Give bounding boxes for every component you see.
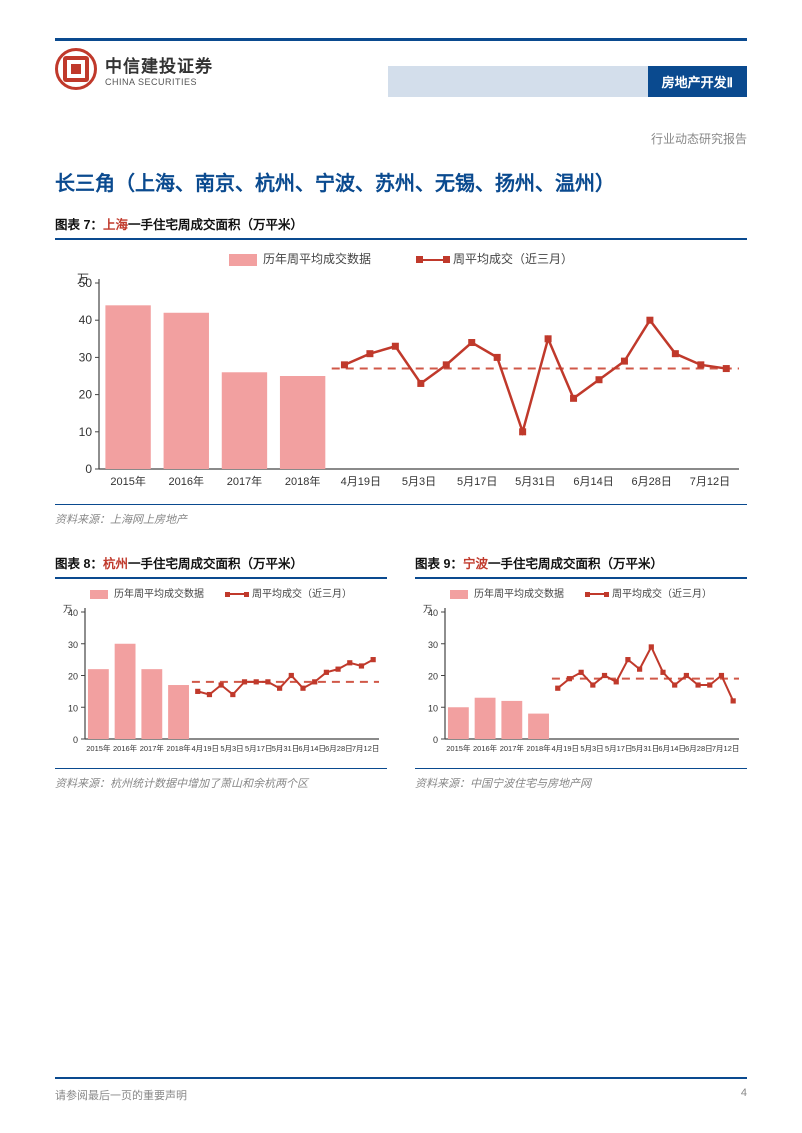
svg-text:5月31日: 5月31日 [632, 744, 660, 753]
svg-text:2015年: 2015年 [86, 743, 111, 753]
svg-text:20: 20 [428, 672, 438, 682]
svg-text:4月19日: 4月19日 [192, 744, 220, 753]
svg-text:5月17日: 5月17日 [457, 476, 497, 488]
svg-text:2018年: 2018年 [526, 743, 551, 753]
svg-text:10: 10 [68, 703, 78, 713]
svg-text:5月3日: 5月3日 [220, 744, 243, 753]
svg-text:2017年: 2017年 [227, 474, 262, 488]
svg-text:40: 40 [79, 313, 93, 327]
report-header: 中信建投证券 CHINA SECURITIES 房地产开发Ⅱ [55, 0, 747, 110]
svg-text:2015年: 2015年 [446, 743, 471, 753]
chart7-source: 资料来源：上海网上房地产 [55, 504, 747, 527]
svg-text:10: 10 [79, 425, 93, 439]
footer-disclaimer: 请参阅最后一页的重要声明 [55, 1087, 187, 1103]
svg-text:6月14日: 6月14日 [573, 476, 613, 488]
section-title: 长三角（上海、南京、杭州、宁波、苏州、无锡、扬州、温州） [55, 167, 747, 196]
svg-text:6月14日: 6月14日 [298, 744, 326, 753]
svg-text:40: 40 [68, 608, 78, 618]
fig9-title: 图表 9：宁波一手住宅周成交面积（万平米） [415, 553, 747, 572]
svg-text:7月12日: 7月12日 [352, 744, 380, 753]
svg-text:5月31日: 5月31日 [272, 744, 300, 753]
svg-text:30: 30 [428, 640, 438, 650]
svg-text:2015年: 2015年 [110, 474, 145, 488]
svg-text:5月3日: 5月3日 [580, 744, 603, 753]
fig8-title: 图表 8：杭州一手住宅周成交面积（万平米） [55, 553, 387, 572]
category-tab: 房地产开发Ⅱ [648, 66, 747, 97]
svg-text:2018年: 2018年 [285, 474, 320, 488]
chart8-legend: 历年周平均成交数据 周平均成交（近三月） [55, 585, 387, 600]
svg-text:5月17日: 5月17日 [605, 744, 633, 753]
page-footer: 请参阅最后一页的重要声明 4 [55, 1077, 747, 1103]
svg-text:50: 50 [79, 276, 93, 290]
logo-en: CHINA SECURITIES [105, 77, 213, 87]
svg-text:2017年: 2017年 [500, 743, 525, 753]
brand-logo: 中信建投证券 CHINA SECURITIES [55, 48, 213, 90]
logo-cn: 中信建投证券 [105, 52, 213, 77]
svg-text:5月17日: 5月17日 [245, 744, 273, 753]
svg-text:20: 20 [79, 388, 93, 402]
fig7-title: 图表 7：上海一手住宅周成交面积（万平米） [55, 214, 747, 233]
svg-text:2016年: 2016年 [473, 743, 498, 753]
svg-text:30: 30 [68, 640, 78, 650]
svg-text:20: 20 [68, 672, 78, 682]
svg-text:0: 0 [85, 462, 92, 476]
svg-text:6月28日: 6月28日 [632, 476, 672, 488]
chart9-legend: 历年周平均成交数据 周平均成交（近三月） [415, 585, 747, 600]
chart9-source: 资料来源：中国宁波住宅与房地产网 [415, 768, 747, 791]
svg-text:0: 0 [73, 735, 78, 745]
svg-text:2018年: 2018年 [166, 743, 191, 753]
svg-text:6月28日: 6月28日 [325, 744, 353, 753]
svg-text:6月14日: 6月14日 [658, 744, 686, 753]
svg-text:4月19日: 4月19日 [341, 476, 381, 488]
svg-text:6月28日: 6月28日 [685, 744, 713, 753]
svg-text:2016年: 2016年 [113, 743, 138, 753]
chart9: 万0102030402015年2016年2017年2018年4月19日5月3日5… [415, 602, 747, 757]
chart8: 万0102030402015年2016年2017年2018年4月19日5月3日5… [55, 602, 387, 757]
report-type: 行业动态研究报告 [55, 130, 747, 147]
svg-text:7月12日: 7月12日 [712, 744, 740, 753]
page-number: 4 [741, 1087, 747, 1103]
svg-text:5月3日: 5月3日 [402, 476, 436, 488]
svg-text:7月12日: 7月12日 [690, 476, 730, 488]
chart7: 历年周平均成交数据 周平均成交（近三月） 万010203040502015年20… [55, 250, 747, 498]
svg-text:2017年: 2017年 [140, 743, 165, 753]
chart7-legend: 历年周平均成交数据 周平均成交（近三月） [55, 250, 747, 267]
svg-text:40: 40 [428, 608, 438, 618]
svg-text:30: 30 [79, 350, 93, 364]
svg-text:0: 0 [433, 735, 438, 745]
svg-text:5月31日: 5月31日 [515, 476, 555, 488]
chart8-source: 资料来源：杭州统计数据中增加了萧山和余杭两个区 [55, 768, 387, 791]
logo-icon [55, 48, 97, 90]
svg-text:2016年: 2016年 [169, 474, 204, 488]
svg-text:10: 10 [428, 703, 438, 713]
svg-text:4月19日: 4月19日 [552, 744, 580, 753]
